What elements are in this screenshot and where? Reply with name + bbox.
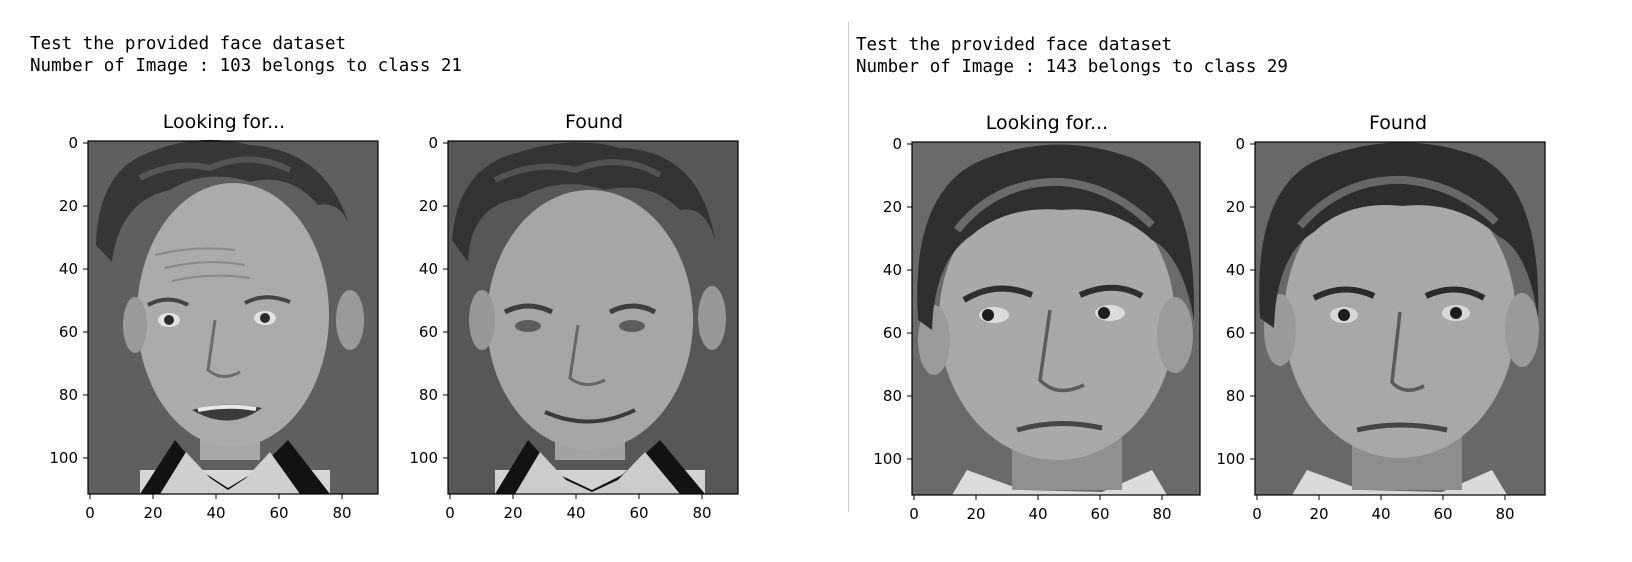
figure-1: Looking for... [49,111,739,522]
y-tick-label: 20 [59,197,78,215]
y-tick-label: 100 [49,449,78,467]
y-tick-label: 40 [1226,261,1245,279]
x-axis: 0 20 40 60 80 [445,494,712,522]
x-tick-label: 60 [629,504,648,522]
x-axis: 0 20 40 60 80 [85,494,352,522]
y-tick-label: 60 [1226,324,1245,342]
y-tick-label: 0 [428,134,438,152]
output-text: Test the provided face dataset Number of… [30,33,462,77]
x-tick-label: 0 [909,505,919,523]
x-tick-label: 20 [1309,505,1328,523]
face-image-query-1 [88,139,378,494]
x-tick-label: 0 [85,504,95,522]
output-line-1: Test the provided face dataset [856,35,1173,55]
y-axis: 0 20 40 60 80 100 [409,134,448,467]
x-tick-label: 80 [692,504,711,522]
y-tick-label: 60 [59,323,78,341]
face-image-found-1 [448,141,738,494]
y-tick-label: 0 [1235,135,1245,153]
x-tick-label: 20 [966,505,985,523]
output-line-2: Number of Image : 143 belongs to class 2… [856,57,1288,77]
y-tick-label: 100 [873,450,902,468]
subplot-found-2: Found 0 20 [1216,112,1546,523]
y-tick-label: 80 [59,386,78,404]
x-tick-label: 40 [206,504,225,522]
y-tick-label: 20 [419,197,438,215]
x-tick-label: 80 [332,504,351,522]
y-axis: 0 20 40 60 80 100 [49,134,88,467]
x-tick-label: 40 [1028,505,1047,523]
y-tick-label: 20 [1226,198,1245,216]
axes-frame [87,140,379,495]
axes-frame [447,140,739,495]
y-tick-label: 60 [419,323,438,341]
x-tick-label: 40 [566,504,585,522]
subplot-found-1: Found 0 20 [409,111,739,522]
x-tick-label: 40 [1371,505,1390,523]
y-tick-label: 0 [68,134,78,152]
x-tick-label: 0 [1252,505,1262,523]
y-tick-label: 20 [883,198,902,216]
y-axis: 0 20 40 60 80 100 [873,135,912,468]
y-tick-label: 80 [1226,387,1245,405]
y-tick-label: 80 [883,387,902,405]
y-tick-label: 40 [419,260,438,278]
x-tick-label: 80 [1152,505,1171,523]
y-tick-label: 100 [409,449,438,467]
y-tick-label: 80 [419,386,438,404]
figure-2: Looking for... 0 [873,112,1546,523]
x-axis: 0 20 40 60 80 [909,495,1172,523]
output-divider [848,22,849,512]
subplot-title: Found [1369,112,1427,134]
subplot-looking-for-1: Looking for... [49,111,379,522]
y-tick-label: 40 [59,260,78,278]
face-image-query-2 [912,142,1200,495]
x-tick-label: 60 [1433,505,1452,523]
x-tick-label: 20 [143,504,162,522]
y-tick-label: 60 [883,324,902,342]
x-tick-label: 80 [1495,505,1514,523]
face-image-found-2 [1255,142,1545,495]
x-tick-label: 20 [503,504,522,522]
x-tick-label: 0 [445,504,455,522]
y-tick-label: 40 [883,261,902,279]
y-tick-label: 0 [892,135,902,153]
subplot-looking-for-2: Looking for... 0 [873,112,1201,523]
y-axis: 0 20 40 60 80 100 [1216,135,1255,468]
subplot-title: Looking for... [163,111,285,133]
output-line-2: Number of Image : 103 belongs to class 2… [30,56,462,76]
subplot-title: Looking for... [986,112,1108,134]
output-cell-1: Test the provided face dataset Number of… [30,33,739,522]
output-text: Test the provided face dataset Number of… [856,34,1288,78]
axes-frame [1254,141,1546,496]
x-tick-label: 60 [269,504,288,522]
axes-frame [911,141,1201,496]
output-line-1: Test the provided face dataset [30,34,347,54]
x-tick-label: 60 [1090,505,1109,523]
subplot-title: Found [565,111,623,133]
y-tick-label: 100 [1216,450,1245,468]
x-axis: 0 20 40 60 80 [1252,495,1515,523]
output-cell-2: Test the provided face dataset Number of… [852,0,1632,562]
